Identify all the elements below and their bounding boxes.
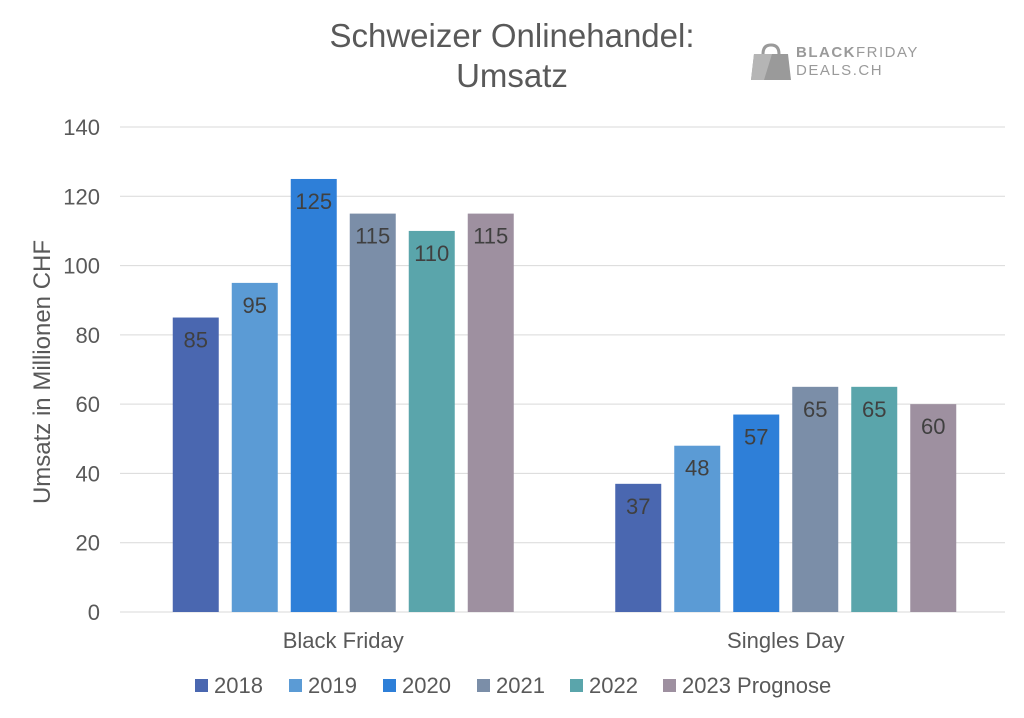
- logo-text-top: BLACKFRIDAY: [796, 44, 919, 61]
- y-tick-label: 0: [88, 600, 100, 625]
- bar: [290, 178, 337, 612]
- data-label: 125: [295, 189, 332, 214]
- data-label: 57: [744, 425, 768, 450]
- logo-word-black: BLACK: [796, 44, 856, 61]
- data-label: 95: [243, 293, 267, 318]
- bar: [792, 386, 839, 612]
- x-tick-label: Singles Day: [727, 628, 844, 653]
- logo-word-friday: FRIDAY: [856, 44, 919, 61]
- bar: [733, 414, 780, 612]
- bar: [467, 213, 514, 612]
- legend-label: 2022: [589, 673, 638, 698]
- legend-swatch: [289, 679, 302, 692]
- y-tick-label: 20: [76, 531, 100, 556]
- data-label: 60: [921, 414, 945, 439]
- x-axis-ticks: Black Friday Singles Day: [283, 628, 845, 653]
- y-axis-label: Umsatz in Millionen CHF: [29, 240, 56, 504]
- legend-swatch: [570, 679, 583, 692]
- legend-label: 2019: [308, 673, 357, 698]
- data-label: 110: [414, 241, 449, 266]
- x-tick-label: Black Friday: [283, 628, 404, 653]
- data-label: 65: [862, 397, 886, 422]
- y-tick-label: 100: [63, 254, 100, 279]
- legend-swatch: [195, 679, 208, 692]
- legend-swatch: [663, 679, 676, 692]
- y-tick-label: 80: [76, 323, 100, 348]
- bar: [910, 404, 957, 612]
- data-label: 48: [685, 456, 709, 481]
- bar: [851, 386, 898, 612]
- y-tick-label: 140: [63, 115, 100, 140]
- bar: [674, 445, 721, 612]
- chart-title-line-1: Schweizer Onlinehandel:: [329, 17, 695, 54]
- legend-swatch: [383, 679, 396, 692]
- legend-label: 2021: [496, 673, 545, 698]
- bar: [408, 230, 455, 612]
- legend-swatch: [477, 679, 490, 692]
- data-labels: 85 95 125 115 110 115 37 48 57 65 65 60: [184, 189, 946, 519]
- chart-title-line-2: Umsatz: [456, 57, 568, 94]
- logo-text-bottom: DEALS.CH: [796, 62, 884, 79]
- y-tick-label: 60: [76, 392, 100, 417]
- bar: [615, 483, 662, 612]
- data-label: 115: [473, 224, 508, 249]
- bar: [231, 282, 278, 612]
- data-label: 65: [803, 397, 827, 422]
- bar: [349, 213, 396, 612]
- brand-logo: BLACKFRIDAY DEALS.CH: [750, 40, 930, 84]
- data-label: 85: [184, 328, 208, 353]
- data-label: 37: [626, 494, 650, 519]
- chart-title: Schweizer Onlinehandel: Umsatz: [0, 16, 1024, 96]
- legend-label: 2023 Prognose: [682, 673, 831, 698]
- legend-label: 2020: [402, 673, 451, 698]
- y-axis-ticks: 0 20 40 60 80 100 120 140: [63, 115, 100, 625]
- data-label: 115: [355, 224, 390, 249]
- y-tick-label: 120: [63, 184, 100, 209]
- bar: [172, 317, 219, 612]
- shopping-bag-icon: [751, 43, 791, 80]
- bars: [172, 178, 957, 612]
- legend-label: 2018: [214, 673, 263, 698]
- y-tick-label: 40: [76, 461, 100, 486]
- legend: 2018 2019 2020 2021 2022 2023 Prognose: [195, 673, 831, 698]
